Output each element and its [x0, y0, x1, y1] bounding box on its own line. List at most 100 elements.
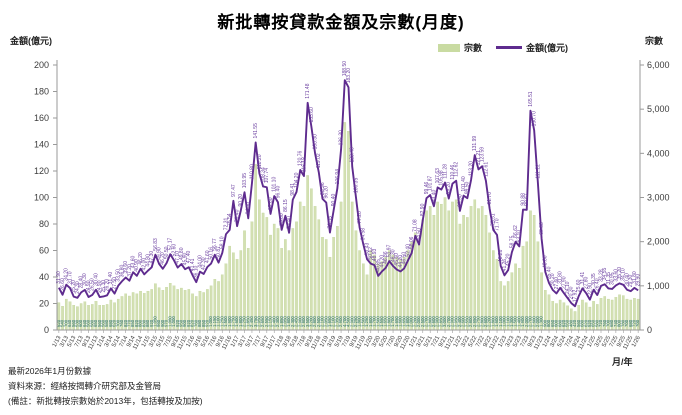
bar-data-label: 2,500: [316, 316, 321, 327]
bar-data-label: 2,000: [524, 316, 529, 327]
line-data-label: 86.15: [283, 199, 289, 212]
bar-data-label: 1,060: [167, 316, 172, 327]
bar-data-label: 2,300: [275, 316, 280, 327]
x-axis-tick-label: 9/15: [171, 335, 182, 349]
bar-data-label: 1,500: [223, 316, 228, 327]
bar-data-label: 900: [160, 319, 165, 327]
bar-data-label: 1,800: [386, 316, 391, 327]
x-axis-tick-label: 9/23: [527, 335, 538, 349]
line-data-label: 111.22: [535, 164, 541, 179]
bar-data-label: 2,800: [479, 316, 484, 327]
line-data-label: 56.77: [212, 238, 218, 251]
bar-data-label: 2,050: [282, 316, 287, 327]
line-data-label: 17.92: [572, 290, 578, 303]
x-axis-tick-label: 1/24: [542, 335, 553, 349]
bar-data-label: 680: [628, 319, 633, 327]
bar-data-label: 850: [130, 319, 135, 327]
line-data-label: 56.83: [153, 238, 159, 251]
bar-data-label: 3,750: [253, 316, 258, 327]
x-axis-tick-label: 1/16: [186, 335, 197, 349]
bar-data-label: 680: [557, 319, 562, 327]
bar-data-label: 2,900: [349, 316, 354, 327]
bar-data-label: 2,900: [435, 316, 440, 327]
bar-data-label: 4,500: [346, 316, 351, 327]
line-data-label: 26.60: [60, 278, 66, 291]
bar-data-label: 850: [201, 319, 206, 327]
bar-data-label: 1,800: [368, 316, 373, 327]
bar: [243, 230, 246, 331]
bar-data-label: 1,850: [245, 316, 250, 327]
x-axis-tick-label: 3/20: [371, 335, 382, 349]
bar-data-label: 640: [67, 319, 72, 327]
line-data-label: 26.50: [90, 278, 96, 291]
bar-data-label: 1,800: [286, 316, 291, 327]
line-data-label: 98.96: [320, 182, 326, 195]
line-data-label: 31.40: [108, 272, 114, 285]
line-data-label: 43.80: [543, 255, 549, 268]
line-data-label: 71.70: [494, 218, 500, 231]
line-data-label: 90.67: [524, 193, 530, 206]
legend-label-amount: 金額(億元): [526, 43, 569, 53]
x-axis-tick-label: 3/23: [505, 335, 516, 349]
x-axis-tick-label: 5/22: [468, 335, 479, 349]
line-data-label: 108.34: [260, 167, 266, 183]
footnote-latest-data: 最新2026年1月份數據: [8, 366, 92, 376]
bar-data-label: 1,650: [401, 316, 406, 327]
bar-data-label: 2,450: [249, 316, 254, 327]
line-data-label: 34.10: [621, 268, 627, 281]
line-data-label: 34.20: [64, 268, 70, 281]
line-data-label: 29.30: [628, 274, 634, 287]
bar-data-label: 1,750: [230, 316, 235, 327]
x-axis-tick-label: 1/15: [141, 335, 152, 349]
bar-data-label: 2,750: [476, 316, 481, 327]
bar-data-label: 2,350: [334, 316, 339, 327]
bar: [295, 221, 298, 331]
line-data-label: 20.30: [569, 286, 575, 299]
line-data-label: 29.90: [636, 274, 642, 287]
x-axis-tick-label: 3/13: [59, 335, 70, 349]
line-data-label: 30.35: [591, 273, 597, 286]
line-data-label: 98.41: [290, 183, 296, 196]
bar: [451, 201, 454, 331]
x-axis-tick-label: 9/24: [572, 335, 583, 349]
x-axis-tick-label: 1/18: [275, 335, 286, 349]
bar-data-label: 2,800: [427, 316, 432, 327]
bar: [276, 228, 280, 331]
line-data-label: 111.28: [442, 164, 448, 179]
line-data-label: 26.20: [105, 279, 111, 292]
line-data-label: 27.80: [584, 276, 590, 289]
line-data-label: 45.90: [183, 252, 189, 265]
line-data-label: 44.20: [398, 255, 404, 268]
bar-data-label: 2,400: [457, 316, 462, 327]
bar: [298, 201, 302, 331]
bar-data-label: 1,800: [357, 316, 362, 327]
bar: [480, 206, 484, 331]
line-data-label: 113.20: [468, 161, 474, 176]
bar-data-label: 2,050: [323, 316, 328, 327]
right-axis-tick-label: 6,000: [647, 60, 670, 70]
bar-data-label: 700: [624, 319, 629, 327]
bar-data-label: 650: [591, 319, 596, 327]
x-axis-tick-label: 1/21: [408, 335, 419, 349]
x-axis-tick-label: 7/25: [609, 335, 620, 349]
x-axis-tick-label: 3/25: [594, 335, 605, 349]
bar-data-label: 950: [178, 319, 183, 327]
left-axis-tick-label: 100: [34, 193, 49, 203]
line-series-swatch: [496, 46, 523, 49]
line-data-label: 118.20: [257, 154, 263, 169]
line-data-label: 34.55: [602, 267, 608, 280]
line-data-label: 84.30: [246, 202, 252, 215]
line-data-label: 96.20: [324, 186, 330, 199]
line-data-label: 99.46: [424, 181, 430, 194]
bar-data-label: 560: [97, 319, 102, 327]
bar-data-label: 580: [594, 319, 599, 327]
left-axis-tick-label: 160: [34, 113, 49, 123]
line-data-label: 40.85: [376, 259, 382, 272]
bar: [250, 221, 254, 331]
x-axis-tick-label: 1/20: [364, 335, 375, 349]
bar-data-label: 2,950: [472, 316, 477, 327]
line-data-label: 44.00: [197, 255, 203, 268]
line-data-label: 51.97: [387, 244, 393, 257]
